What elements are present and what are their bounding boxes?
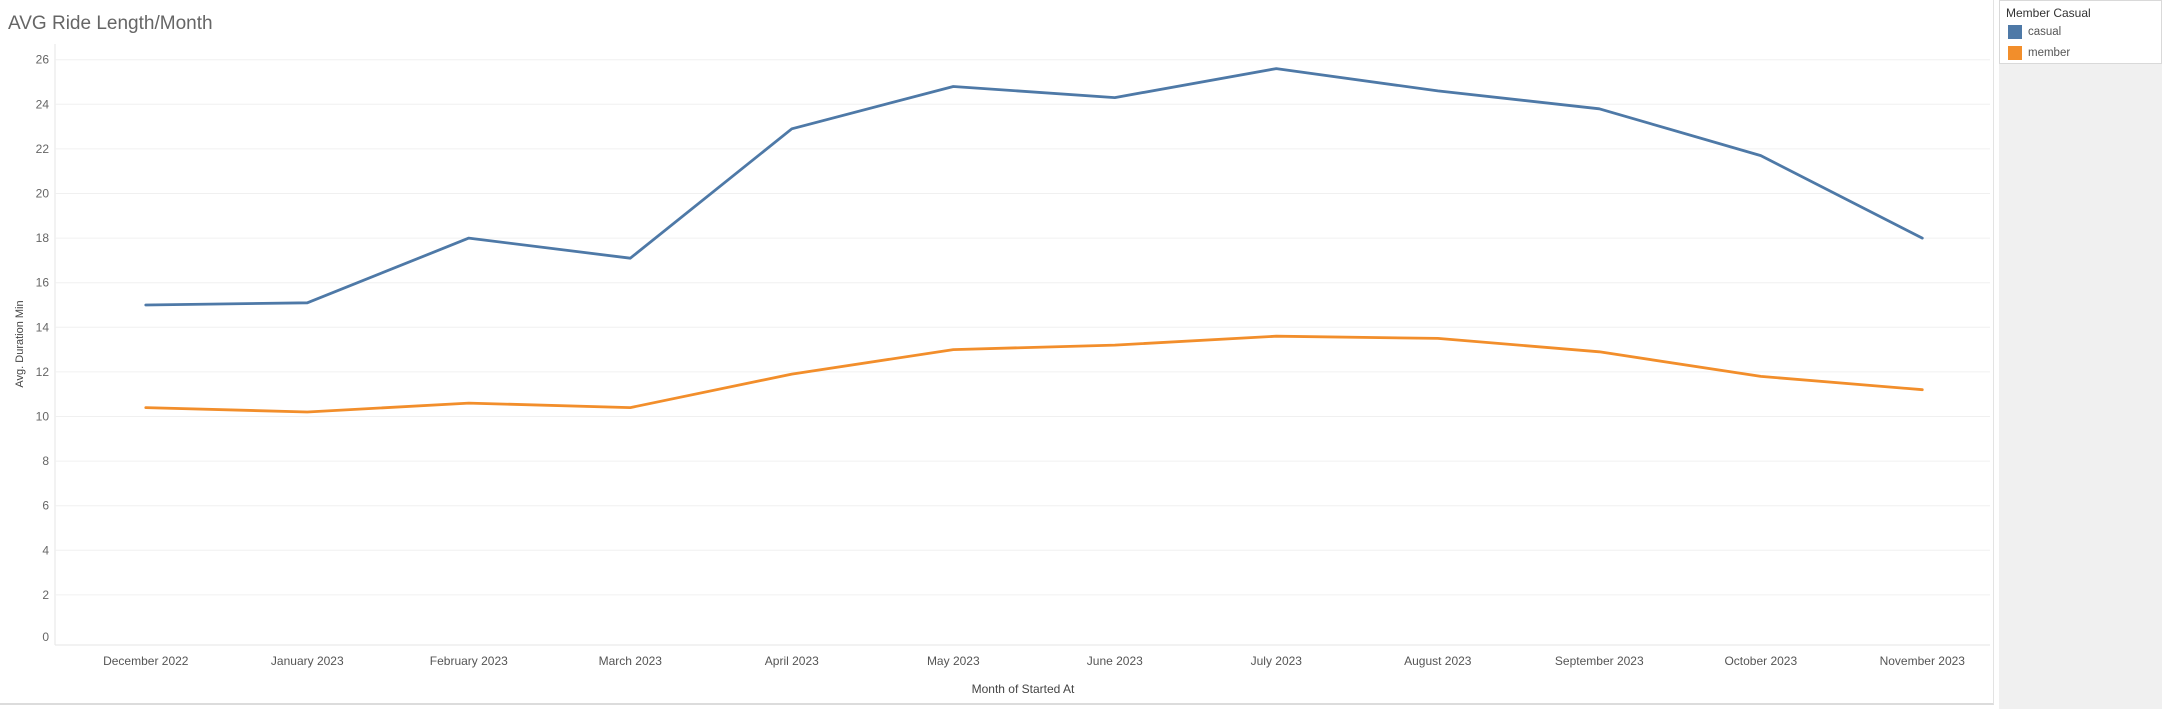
legend-item-member[interactable]: member [2008, 45, 2070, 60]
y-tick-label: 0 [42, 630, 49, 644]
y-tick-label: 10 [36, 410, 50, 424]
x-tick-label: July 2023 [1251, 654, 1303, 668]
x-tick-label: November 2023 [1880, 654, 1966, 668]
y-tick-label: 12 [36, 365, 50, 379]
legend-swatch-casual [2008, 24, 2022, 39]
x-tick-label: December 2022 [103, 654, 189, 668]
legend-label-member: member [2028, 46, 2071, 59]
y-tick-label: 6 [42, 499, 49, 513]
y-tick-label: 20 [36, 187, 50, 201]
y-axis-label: Avg. Duration Min [14, 300, 26, 387]
legend-panel: Member Casual casual member [1999, 0, 2162, 709]
x-tick-label: October 2023 [1724, 654, 1797, 668]
series-line-casual [144, 67, 1924, 307]
y-tick-label: 16 [36, 276, 50, 290]
y-tick-label: 8 [42, 454, 49, 468]
legend[interactable]: Member Casual casual member [1999, 0, 2162, 64]
x-tick-label: April 2023 [765, 654, 819, 668]
x-tick-label: June 2023 [1087, 654, 1143, 668]
legend-title: Member Casual [2006, 6, 2091, 20]
y-tick-label: 26 [36, 53, 50, 67]
y-tick-label: 14 [36, 320, 50, 334]
y-tick-label: 24 [36, 97, 50, 111]
x-tick-label: March 2023 [599, 654, 663, 668]
x-tick-label: September 2023 [1555, 654, 1644, 668]
x-tick-label: May 2023 [927, 654, 980, 668]
x-tick-label: August 2023 [1404, 654, 1472, 668]
series-line-member [144, 334, 1924, 414]
chart-title: AVG Ride Length/Month [8, 13, 213, 34]
x-axis-label: Month of Started At [972, 682, 1075, 696]
legend-label-casual: casual [2028, 25, 2062, 38]
x-tick-label: January 2023 [271, 654, 344, 668]
legend-swatch-member [2008, 45, 2022, 60]
y-tick-label: 2 [42, 588, 49, 602]
x-tick-label: February 2023 [430, 654, 508, 668]
y-tick-label: 18 [36, 231, 50, 245]
legend-item-casual[interactable]: casual [2008, 24, 2061, 39]
worksheet: AVG Ride Length/Month 0 2 4 6 8 10 12 14 16 18 20 2… [0, 0, 1994, 705]
y-tick-label: 4 [42, 543, 49, 557]
y-tick-label: 22 [36, 142, 50, 156]
